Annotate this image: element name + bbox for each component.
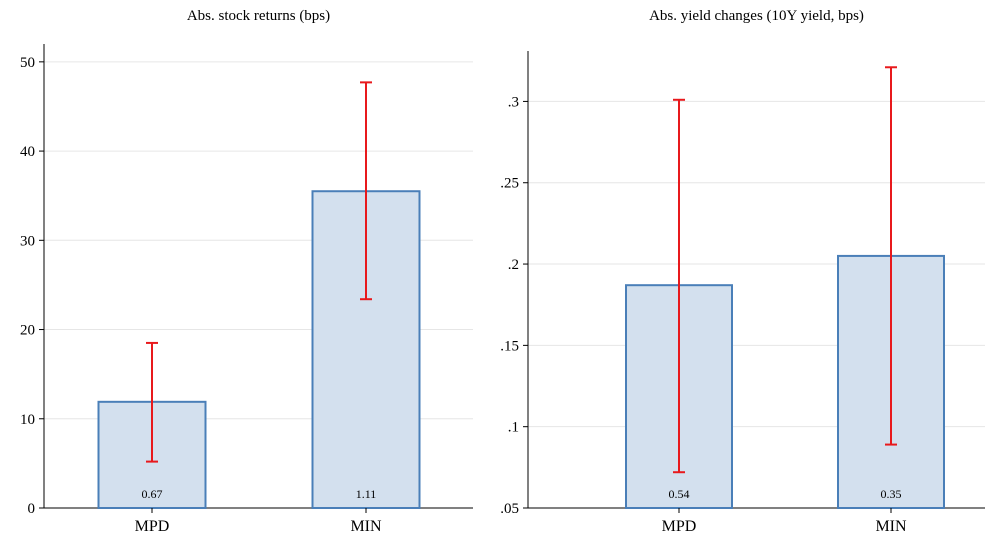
- left-xtick-label-min: MIN: [350, 518, 382, 535]
- left-bar-label-mpd: 0.67: [142, 487, 163, 501]
- left-chart-title: Abs. stock returns (bps): [186, 8, 331, 24]
- right-ytick-label: .2: [508, 257, 519, 273]
- left-ytick-label: 0: [28, 501, 36, 517]
- right-chart-title: Abs. yield changes (10Y yield, bps): [649, 8, 864, 24]
- right-ytick-label: .05: [500, 501, 519, 517]
- right-ytick-label: .1: [508, 420, 519, 436]
- left-bar-label-min: 1.11: [356, 487, 377, 501]
- right-bar-label-mpd: 0.54: [669, 487, 690, 501]
- left-ytick-label: 10: [20, 412, 35, 428]
- left-ytick-label: 30: [20, 233, 35, 249]
- left-ytick-label: 40: [20, 144, 35, 160]
- right-ytick-label: .25: [500, 176, 519, 192]
- left-xtick-label-mpd: MPD: [135, 518, 170, 535]
- right-xtick-label-min: MIN: [875, 518, 907, 535]
- right-ytick-label: .3: [508, 94, 519, 110]
- right-xtick-label-mpd: MPD: [662, 518, 697, 535]
- right-ytick-label: .15: [500, 338, 519, 354]
- right-bar-label-min: 0.35: [881, 487, 902, 501]
- left-ytick-label: 50: [20, 55, 35, 71]
- left-ytick-label: 20: [20, 323, 35, 339]
